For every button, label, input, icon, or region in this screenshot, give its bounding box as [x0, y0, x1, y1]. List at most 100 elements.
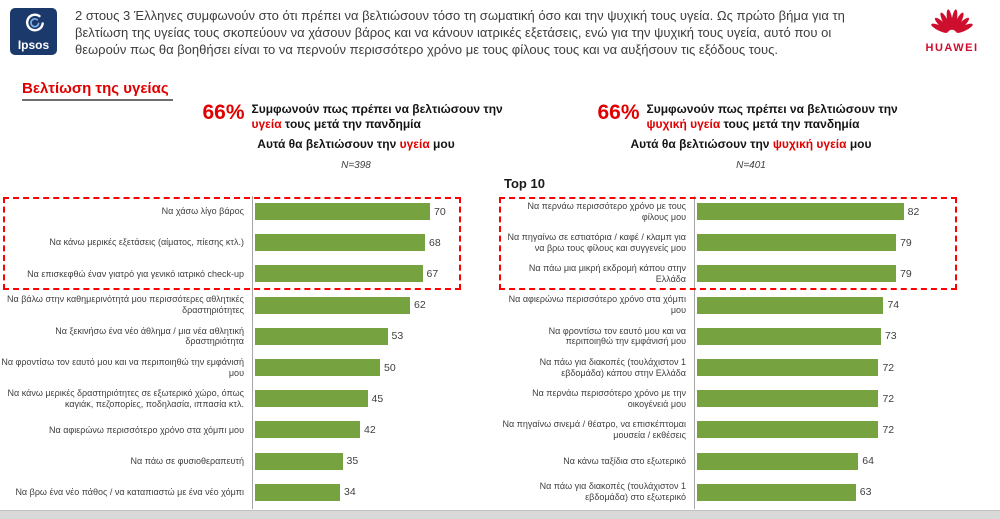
bar — [697, 203, 904, 221]
chart-row: Να περνάω περισσότερο χρόνο με τους φίλο… — [500, 196, 978, 227]
chart-row: Να αφιερώνω περισσότερο χρόνο στα χόμπι … — [500, 290, 978, 321]
bar-value: 53 — [391, 330, 404, 343]
chart-row: Να βρω ένα νέο πάθος / να καταπιαστώ με … — [0, 477, 470, 508]
bar-value: 63 — [859, 486, 872, 499]
ipsos-wordmark: Ipsos — [17, 38, 50, 52]
agree-post: τους μετά την πανδημία — [720, 117, 860, 131]
subtitle-highlight: υγεία — [399, 137, 430, 151]
chart-row: Να πάω για διακοπές (τουλάχιστον 1 εβδομ… — [500, 477, 978, 508]
bar — [697, 265, 897, 283]
agree-pre: Συμφωνούν πως πρέπει να βελτιώσουν την — [251, 102, 503, 116]
agree-statement: 66% Συμφωνούν πως πρέπει να βελτιώσουν τ… — [590, 102, 912, 132]
bar-label: Να πηγαίνω σε εστιατόρια / καφέ / κλαμπ … — [507, 231, 686, 253]
bar-value: 45 — [371, 392, 384, 405]
chart-row: Να αφιερώνω περισσότερο χρόνο στα χόμπι … — [0, 414, 470, 445]
bar — [697, 390, 879, 408]
bar-plot: 74 — [694, 296, 978, 314]
chart-row: Να κάνω μερικές δραστηριότητες σε εξωτερ… — [0, 383, 470, 414]
footer-strip — [0, 510, 1000, 519]
chart-row: Να περνάω περισσότερο χρόνο με την οικογ… — [500, 383, 978, 414]
huawei-flower-icon — [931, 9, 973, 33]
bar-value: 35 — [346, 455, 359, 468]
chart-row: Να βάλω στην καθημερινότητά μου περισσότ… — [0, 290, 470, 321]
bar-label: Να πάω για διακοπές (τουλάχιστον 1 εβδομ… — [539, 356, 686, 378]
chart-row: Να πηγαίνω σινεμά / θέατρο, να επισκέπτο… — [500, 414, 978, 445]
bar-value: 68 — [429, 236, 441, 249]
bar-value: 67 — [426, 267, 439, 280]
chart-row: Να κάνω μερικές εξετάσεις (αίματος, πίεσ… — [0, 227, 470, 258]
bar-value: 72 — [882, 423, 895, 436]
chart-row: Να επισκεφθώ έναν γιατρό για γενικό ιατρ… — [0, 258, 470, 289]
bar-plot: 82 — [694, 203, 978, 221]
bar-plot: 35 — [252, 452, 470, 470]
subtitle-highlight: ψυχική υγεία — [772, 137, 847, 151]
bar-label: Να βρω ένα νέο πάθος / να καταπιαστώ με … — [15, 486, 244, 497]
subtitle-post: μου — [846, 137, 872, 151]
agree-post: τους μετά την πανδημία — [281, 117, 421, 131]
bar-label: Να περνάω περισσότερο χρόνο με την οικογ… — [532, 387, 686, 409]
bar-label: Να πηγαίνω σινεμά / θέατρο, να επισκέπτο… — [502, 419, 686, 440]
bar-value: 42 — [364, 423, 376, 436]
bar-plot: 72 — [694, 359, 978, 377]
bar — [697, 296, 884, 314]
agree-statement-text: Συμφωνούν πως πρέπει να βελτιώσουν την ψ… — [647, 102, 905, 132]
bar-label: Να κάνω μερικές δραστηριότητες σε εξωτερ… — [7, 387, 244, 409]
bar-value: 82 — [907, 205, 920, 218]
chart-axis-line — [694, 196, 695, 509]
bar-plot: 53 — [252, 327, 470, 345]
bar — [255, 483, 340, 501]
bar-label: Να επισκεφθώ έναν γιατρό για γενικό ιατρ… — [27, 268, 244, 279]
agree-statement: 66% Συμφωνούν πως πρέπει να βελτιώσουν τ… — [195, 102, 517, 132]
bar — [255, 203, 430, 221]
bar-plot: 73 — [694, 327, 978, 345]
bar — [255, 234, 425, 252]
bar-plot: 64 — [694, 452, 978, 470]
bar-value: 34 — [344, 486, 356, 499]
percentage-value: 66% — [597, 101, 640, 124]
ipsos-logo: Ipsos — [10, 8, 57, 55]
bar — [697, 234, 897, 252]
bar-plot: 72 — [694, 421, 978, 439]
chart-row: Να πηγαίνω σε εστιατόρια / καφέ / κλαμπ … — [500, 227, 978, 258]
bar-plot: 50 — [252, 359, 470, 377]
bar-value: 79 — [900, 236, 912, 249]
bar — [697, 327, 881, 345]
bar-label: Να χάσω λίγο βάρος — [161, 206, 244, 217]
agree-highlight: ψυχική υγεία — [646, 117, 721, 131]
bar-plot: 42 — [252, 421, 470, 439]
bar-plot: 63 — [694, 483, 978, 501]
huawei-logo: HUAWEI — [912, 4, 992, 54]
sample-size-label: N=398 — [341, 160, 371, 171]
bar-value: 50 — [384, 361, 396, 374]
bar — [255, 265, 423, 283]
bar — [697, 452, 859, 470]
bar-value: 70 — [434, 205, 446, 218]
bar-value: 72 — [882, 392, 895, 405]
bar-plot: 70 — [252, 203, 470, 221]
chart-axis-line — [252, 196, 253, 509]
bar-plot: 68 — [252, 234, 470, 252]
bar-plot: 72 — [694, 390, 978, 408]
bar-label: Να βάλω στην καθημερινότητά μου περισσότ… — [6, 294, 244, 316]
agree-highlight: υγεία — [251, 117, 282, 131]
chart-mental-health: Να περνάω περισσότερο χρόνο με τους φίλο… — [500, 196, 978, 509]
bar — [255, 390, 368, 408]
bar-label: Να φροντίσω τον εαυτό μου και να περιποι… — [548, 325, 686, 347]
bar-value: 79 — [900, 267, 912, 280]
bar-label: Να πάω μια μικρή εκδρομή κάπου στην Ελλά… — [528, 263, 686, 284]
chart-physical-health: Να χάσω λίγο βάρος 70 Να κάνω μερικές εξ… — [0, 196, 470, 509]
bar-rows: Να χάσω λίγο βάρος 70 Να κάνω μερικές εξ… — [0, 196, 470, 509]
bar-value: 72 — [882, 361, 895, 374]
subtitle-pre: Αυτά θα βελτιώσουν την — [257, 137, 400, 151]
chart-row: Να πάω μια μικρή εκδρομή κάπου στην Ελλά… — [500, 258, 978, 289]
chart-row: Να χάσω λίγο βάρος 70 — [0, 196, 470, 227]
bar-label: Να πάω σε φυσιοθεραπευτή — [130, 455, 244, 466]
percentage-value: 66% — [202, 101, 245, 124]
bar-label: Να πάω για διακοπές (τουλάχιστον 1 εβδομ… — [539, 481, 686, 503]
bar-label: Να ξεκινήσω ένα νέο άθλημα / μια νέα αθλ… — [55, 325, 244, 347]
bar — [697, 483, 856, 501]
bar-plot: 45 — [252, 390, 470, 408]
chart-row: Να ξεκινήσω ένα νέο άθλημα / μια νέα αθλ… — [0, 321, 470, 352]
bar-plot: 79 — [694, 234, 978, 252]
